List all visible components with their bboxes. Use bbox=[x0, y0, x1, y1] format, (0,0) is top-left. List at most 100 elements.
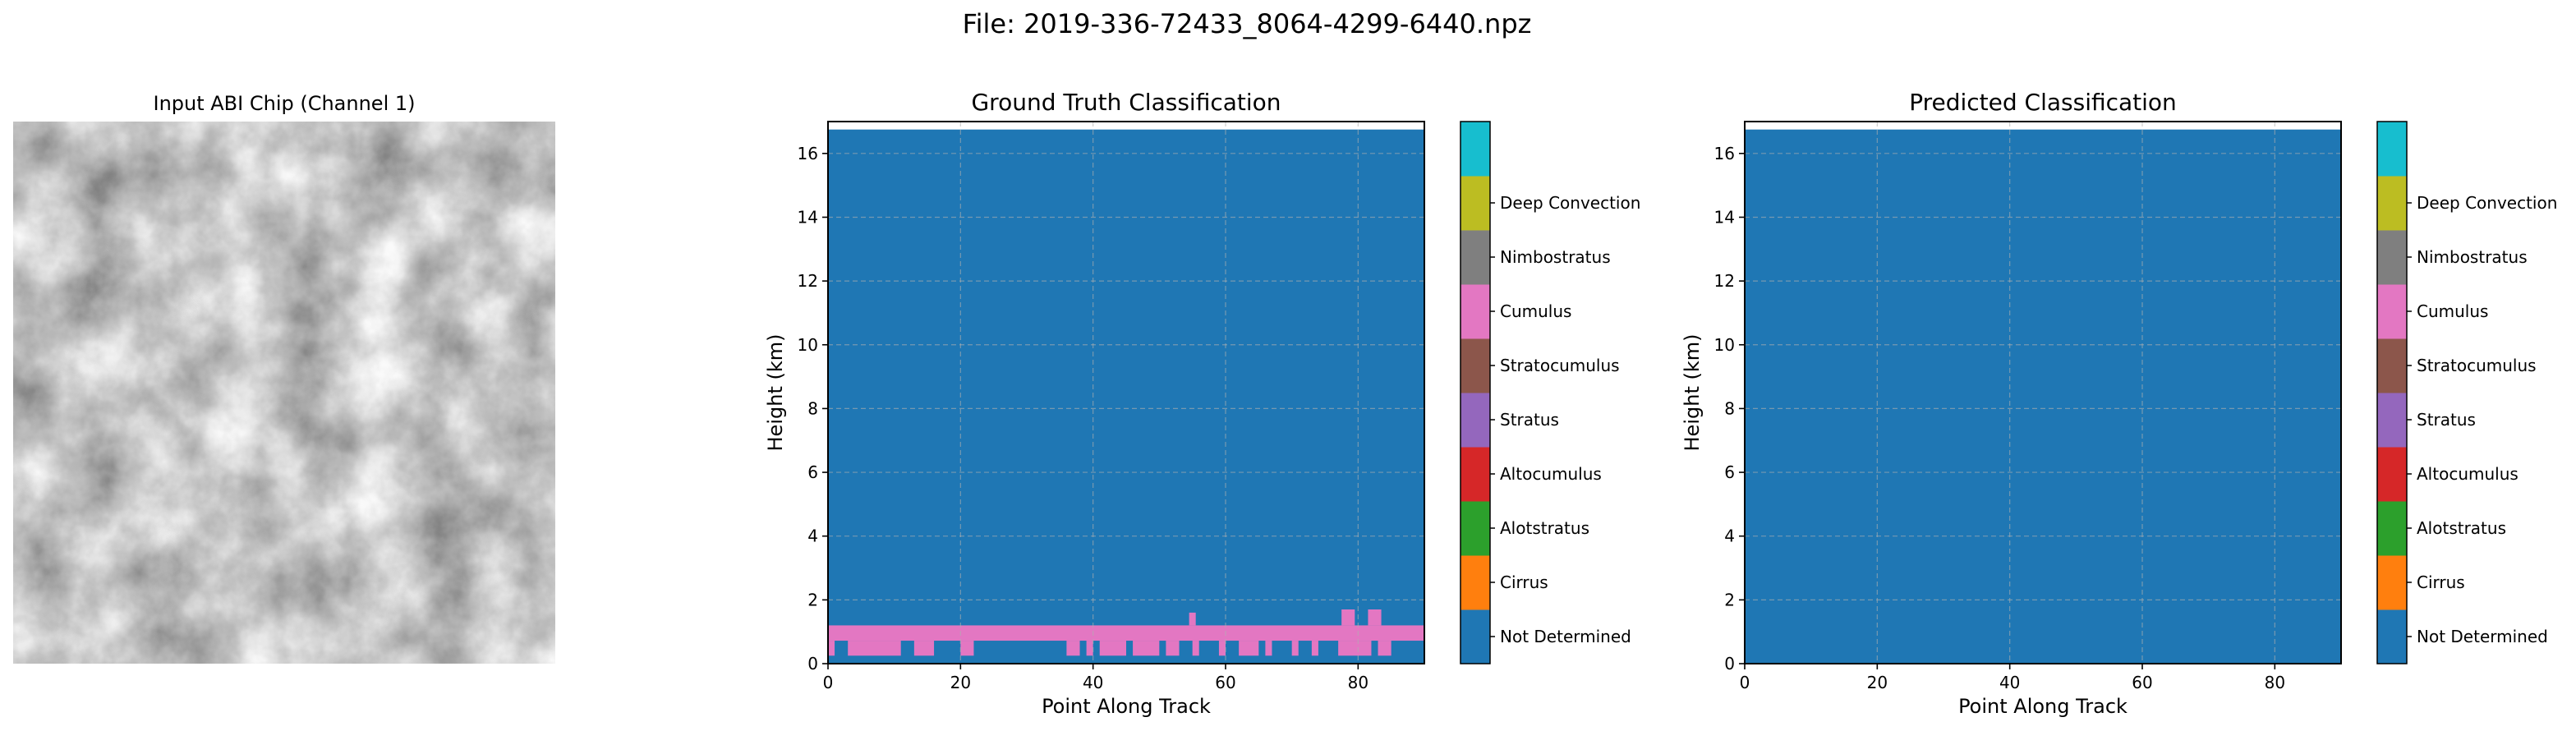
cloud-tower bbox=[1341, 609, 1355, 626]
not-determined-region bbox=[1745, 129, 2341, 664]
plot-frame bbox=[1744, 121, 2342, 664]
colorbar-swatch-stratocumulus bbox=[2377, 338, 2407, 393]
x-tick-label: 80 bbox=[2265, 673, 2285, 692]
y-tick-label: 16 bbox=[1714, 144, 1735, 163]
cloud-base-segment bbox=[1099, 641, 1126, 656]
colorbar-swatch-cumulus bbox=[2377, 284, 2407, 339]
cloud-base-segment bbox=[960, 641, 974, 656]
y-tick-label: 14 bbox=[798, 207, 818, 227]
x-tick-label: 40 bbox=[1999, 673, 2020, 692]
colorbar-swatch-nimbostratus bbox=[1460, 230, 1490, 285]
y-tick-label: 0 bbox=[807, 654, 818, 674]
y-tick-label: 6 bbox=[807, 462, 818, 482]
y-tick-label: 2 bbox=[807, 590, 818, 609]
chip-title: Input ABI Chip (Channel 1) bbox=[153, 92, 415, 115]
colorbar-swatch-extra bbox=[1460, 122, 1490, 177]
figure-title: File: 2019-336-72433_8064-4299-6440.npz bbox=[963, 8, 1532, 39]
cloud-base-segment bbox=[828, 641, 835, 656]
x-tick-label: 60 bbox=[1215, 673, 1235, 692]
cloud-base-segment bbox=[913, 641, 935, 656]
colorbar-label: Cirrus bbox=[1500, 572, 1548, 592]
colorbar-swatch-cirrus bbox=[2377, 555, 2407, 610]
colorbar-label: Not Determined bbox=[1500, 627, 1631, 646]
cloud-base-segment bbox=[1265, 641, 1272, 656]
cloud-base-segment bbox=[1218, 641, 1226, 656]
colorbar-swatch-nimbostratus bbox=[2377, 230, 2407, 285]
y-tick-label: 4 bbox=[1724, 526, 1735, 546]
panel-title: Predicted Classification bbox=[1909, 89, 2177, 116]
cloud-tower bbox=[1189, 612, 1196, 626]
cloud-tower bbox=[1368, 609, 1382, 626]
colorbar-swatch-altocumulus bbox=[1460, 447, 1490, 502]
y-axis-label: Height (km) bbox=[764, 334, 787, 452]
colorbar-frame bbox=[1460, 121, 1491, 664]
input-chip-panel: Input ABI Chip (Channel 1) bbox=[13, 92, 555, 664]
cloud-base-segment bbox=[1239, 641, 1259, 656]
x-axis-label: Point Along Track bbox=[1958, 695, 2128, 718]
colorbar-label: Altocumulus bbox=[1500, 464, 1602, 484]
colorbar-label: Alotstratus bbox=[1500, 518, 1589, 538]
y-tick-label: 2 bbox=[1724, 590, 1735, 609]
y-tick-label: 16 bbox=[798, 144, 818, 163]
colorbar-label: Nimbostratus bbox=[2417, 247, 2528, 267]
y-tick-label: 8 bbox=[807, 398, 818, 418]
x-tick-label: 0 bbox=[823, 673, 834, 692]
colorbar-swatch-alotstratus bbox=[1460, 501, 1490, 556]
y-tick-label: 12 bbox=[798, 271, 818, 291]
y-tick-label: 10 bbox=[798, 335, 818, 355]
y-tick-label: 14 bbox=[1714, 207, 1735, 227]
colorbar-label: Altocumulus bbox=[2417, 464, 2518, 484]
y-tick-label: 0 bbox=[1724, 654, 1735, 674]
colorbar-swatch-alotstratus bbox=[2377, 501, 2407, 556]
plot-frame bbox=[827, 121, 1425, 664]
y-tick-label: 10 bbox=[1714, 335, 1735, 355]
x-tick-label: 80 bbox=[1348, 673, 1368, 692]
y-tick-label: 12 bbox=[1714, 271, 1735, 291]
cloud-base-segment bbox=[1192, 641, 1199, 656]
colorbar-label: Stratus bbox=[1500, 410, 1559, 430]
not-determined-region bbox=[828, 129, 1424, 664]
colorbar-swatch-stratus bbox=[1460, 393, 1490, 448]
colorbar-swatch-extra bbox=[2377, 122, 2407, 177]
colorbar-label: Not Determined bbox=[2417, 627, 2548, 646]
cloud-base-segment bbox=[1086, 641, 1093, 656]
colorbar-swatch-not-determined bbox=[2377, 609, 2407, 664]
y-tick-label: 8 bbox=[1724, 398, 1735, 418]
cloud-base-segment bbox=[1066, 641, 1080, 656]
colorbar-swatch-stratocumulus bbox=[1460, 338, 1490, 393]
colorbar-label: Cumulus bbox=[1500, 301, 1571, 321]
x-axis-label: Point Along Track bbox=[1042, 695, 1211, 718]
colorbar-frame bbox=[2376, 121, 2408, 664]
colorbar-label: Cumulus bbox=[2417, 301, 2488, 321]
predicted-panel: Predicted Classification 0 20 40 60 80 0 2 4 6 8 10… bbox=[1681, 89, 2557, 718]
colorbar-label: Stratocumulus bbox=[2417, 356, 2537, 375]
colorbar-label: Cirrus bbox=[2417, 572, 2465, 592]
colorbar-label: Deep Convection bbox=[2417, 193, 2557, 213]
cloud-base-segment bbox=[1311, 641, 1318, 656]
colorbar-label: Stratus bbox=[2417, 410, 2476, 430]
y-axis-label: Height (km) bbox=[1681, 334, 1704, 452]
x-tick-label: 60 bbox=[2132, 673, 2152, 692]
y-tick-label: 6 bbox=[1724, 462, 1735, 482]
cloud-base-segment bbox=[1291, 641, 1299, 656]
cloud-base-segment bbox=[848, 641, 901, 656]
stratocumulus-layer bbox=[828, 625, 1424, 641]
x-tick-label: 0 bbox=[1740, 673, 1750, 692]
colorbar-swatch-not-determined bbox=[1460, 609, 1490, 664]
colorbar-label: Alotstratus bbox=[2417, 518, 2506, 538]
cloud-base-segment bbox=[1378, 641, 1392, 656]
colorbar-swatch-deep-convection bbox=[2377, 176, 2407, 231]
colorbar-swatch-stratus bbox=[2377, 393, 2407, 448]
colorbar-swatch-altocumulus bbox=[2377, 447, 2407, 502]
colorbar-label: Stratocumulus bbox=[1500, 356, 1620, 375]
colorbar-swatch-deep-convection bbox=[1460, 176, 1490, 231]
colorbar-label: Nimbostratus bbox=[1500, 247, 1611, 267]
abi-chip-image bbox=[13, 122, 555, 664]
x-tick-label: 20 bbox=[950, 673, 971, 692]
cloud-base-segment bbox=[1133, 641, 1160, 656]
panel-title: Ground Truth Classification bbox=[971, 89, 1281, 116]
x-tick-label: 20 bbox=[1867, 673, 1888, 692]
cloud-base-segment bbox=[1166, 641, 1180, 656]
colorbar-swatch-cirrus bbox=[1460, 555, 1490, 610]
